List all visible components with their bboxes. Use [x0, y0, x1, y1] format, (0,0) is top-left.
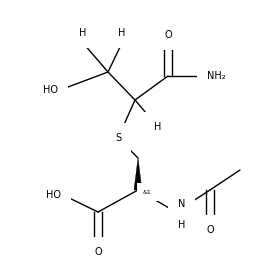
- Text: H: H: [79, 28, 87, 38]
- Text: O: O: [94, 247, 102, 257]
- Text: H: H: [178, 220, 185, 230]
- Text: N: N: [178, 199, 185, 209]
- Text: H: H: [118, 28, 126, 38]
- Text: O: O: [164, 30, 172, 40]
- Text: NH₂: NH₂: [207, 71, 226, 81]
- Polygon shape: [134, 158, 142, 190]
- Text: &1: &1: [143, 189, 152, 194]
- Text: HO: HO: [43, 85, 58, 95]
- Text: HO: HO: [46, 190, 61, 200]
- Text: O: O: [206, 225, 214, 235]
- Text: H: H: [154, 122, 161, 132]
- Text: S: S: [115, 133, 121, 143]
